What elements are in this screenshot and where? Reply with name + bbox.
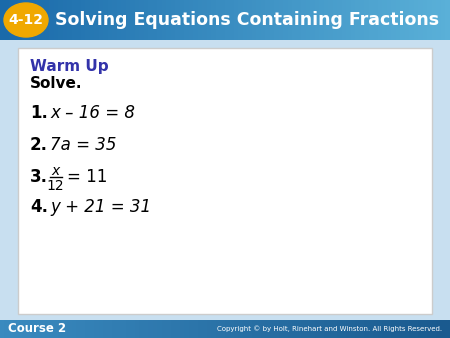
Text: 4.: 4. <box>30 198 48 216</box>
Text: x: x <box>51 164 59 178</box>
Text: 7a = 35: 7a = 35 <box>50 136 117 154</box>
Text: Warm Up: Warm Up <box>30 59 108 74</box>
Text: 2.: 2. <box>30 136 48 154</box>
Text: Solving Equations Containing Fractions: Solving Equations Containing Fractions <box>55 11 439 29</box>
Text: Solve.: Solve. <box>30 76 82 92</box>
Ellipse shape <box>4 3 48 37</box>
FancyBboxPatch shape <box>18 48 432 314</box>
Text: y + 21 = 31: y + 21 = 31 <box>50 198 151 216</box>
Text: Course 2: Course 2 <box>8 322 66 336</box>
Text: 4-12: 4-12 <box>9 13 44 27</box>
Text: x – 16 = 8: x – 16 = 8 <box>50 104 135 122</box>
Text: 12: 12 <box>46 179 64 193</box>
Text: = 11: = 11 <box>67 168 108 186</box>
Text: 1.: 1. <box>30 104 48 122</box>
Text: 3.: 3. <box>30 168 48 186</box>
Text: Copyright © by Holt, Rinehart and Winston. All Rights Reserved.: Copyright © by Holt, Rinehart and Winsto… <box>217 326 442 332</box>
